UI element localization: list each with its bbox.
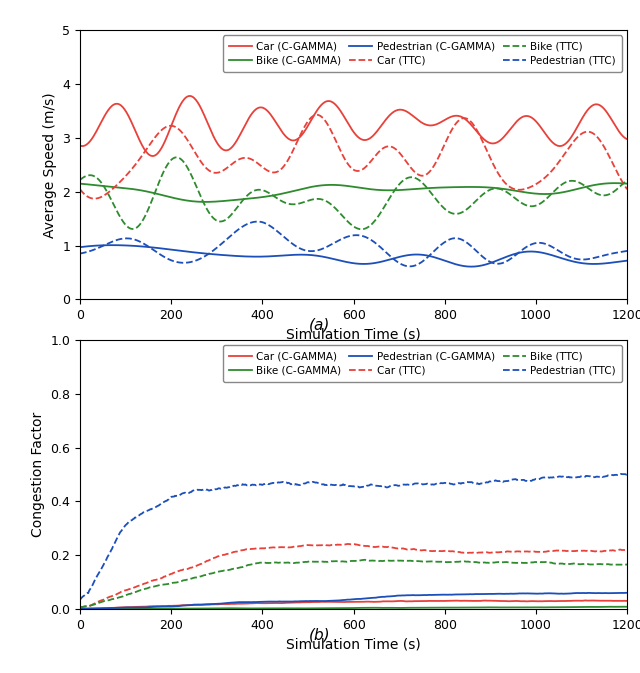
Y-axis label: Average Speed (m/s): Average Speed (m/s) bbox=[43, 92, 57, 238]
Legend: Car (C-GAMMA), Bike (C-GAMMA), Pedestrian (C-GAMMA), Car (TTC), Bike (TTC), Pede: Car (C-GAMMA), Bike (C-GAMMA), Pedestria… bbox=[223, 345, 622, 382]
X-axis label: Simulation Time (s): Simulation Time (s) bbox=[286, 637, 421, 651]
Text: (b): (b) bbox=[309, 627, 331, 642]
Y-axis label: Congestion Factor: Congestion Factor bbox=[31, 412, 45, 537]
Text: (a): (a) bbox=[309, 318, 331, 332]
X-axis label: Simulation Time (s): Simulation Time (s) bbox=[286, 328, 421, 342]
Legend: Car (C-GAMMA), Bike (C-GAMMA), Pedestrian (C-GAMMA), Car (TTC), Bike (TTC), Pede: Car (C-GAMMA), Bike (C-GAMMA), Pedestria… bbox=[223, 36, 622, 72]
